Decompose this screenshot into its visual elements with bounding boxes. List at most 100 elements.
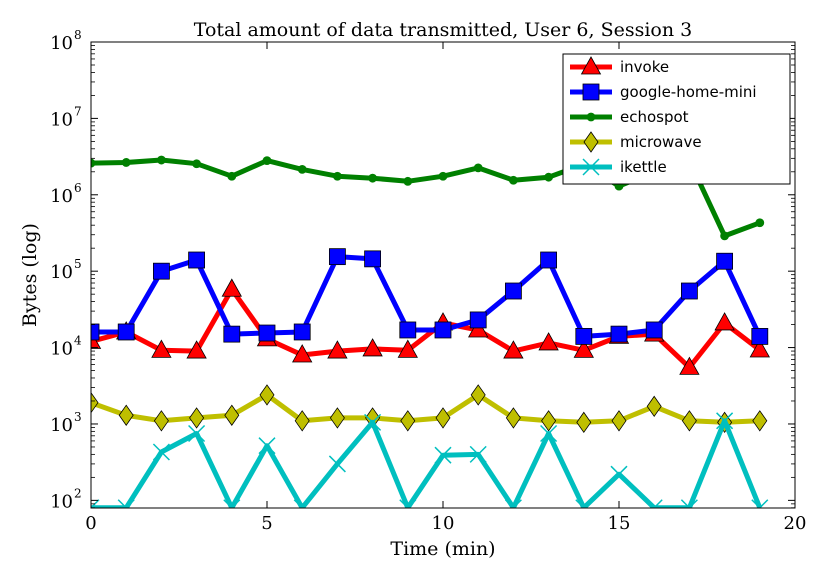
data-point-microwave [118, 404, 134, 426]
data-point-microwave [294, 410, 310, 432]
data-point-google-home-mini [258, 324, 276, 342]
data-point-invoke [186, 340, 207, 359]
x-axis-label: Time (min) [390, 538, 495, 560]
data-point-invoke [292, 344, 313, 363]
data-point-ikettle [540, 424, 558, 443]
data-point-invoke [503, 340, 524, 359]
data-point-microwave [752, 410, 768, 432]
legend-marker-microwave [583, 131, 599, 153]
data-point-echospot [368, 173, 378, 183]
data-point-microwave [681, 410, 697, 432]
data-point-google-home-mini [328, 248, 346, 266]
data-point-google-home-mini [364, 250, 382, 268]
y-tick-label: 10 3 [50, 410, 82, 436]
y-tick-exponent: 8 [74, 28, 82, 42]
data-point-invoke [573, 339, 594, 358]
data-point-google-home-mini [645, 321, 663, 339]
legend-marker-google-home-mini [582, 83, 600, 101]
data-point-ikettle [610, 465, 628, 483]
data-point-google-home-mini [575, 328, 593, 345]
y-tick-label: 10 8 [50, 28, 82, 54]
data-point-echospot [473, 163, 483, 173]
data-point-ikettle [91, 499, 100, 508]
y-tick-exponent: 5 [74, 257, 82, 271]
y-tick-exponent: 6 [74, 181, 82, 195]
x-tick-label: 10 [432, 513, 455, 534]
y-tick-label: 10 2 [50, 486, 82, 512]
data-point-invoke [714, 312, 735, 331]
data-point-microwave [541, 410, 557, 432]
data-point-ikettle [469, 445, 487, 463]
legend-item-ikettle: ikettle [570, 158, 667, 176]
data-point-echospot [544, 172, 553, 182]
data-point-echospot [192, 159, 202, 169]
data-point-echospot [121, 158, 131, 167]
data-point-ikettle [328, 455, 346, 473]
y-tick-label: 10 4 [50, 334, 82, 360]
data-point-google-home-mini [293, 323, 311, 341]
data-point-google-home-mini [540, 251, 557, 269]
data-point-google-home-mini [504, 282, 522, 300]
data-point-google-home-mini [681, 282, 698, 300]
data-point-ikettle [188, 424, 206, 443]
data-point-google-home-mini [610, 325, 628, 343]
data-point-echospot [262, 156, 272, 166]
legend-item-echospot: echospot [570, 108, 689, 126]
series-microwave [91, 384, 768, 434]
data-point-invoke [749, 339, 770, 358]
data-point-microwave [646, 395, 662, 418]
data-point-google-home-mini [188, 251, 206, 269]
data-point-invoke [327, 340, 348, 359]
y-tick-label: 10 5 [50, 257, 82, 283]
data-point-microwave [576, 411, 592, 434]
y-tick-base: 10 [50, 339, 73, 360]
data-point-google-home-mini [716, 252, 733, 270]
data-point-echospot [297, 164, 307, 174]
legend-item-invoke: invoke [570, 56, 669, 76]
data-point-microwave [435, 407, 451, 429]
x-tick-label: 20 [784, 513, 807, 534]
y-tick-base: 10 [50, 186, 73, 207]
legend-item-google-home-mini: google-home-mini [570, 83, 757, 101]
y-tick-base: 10 [50, 491, 73, 512]
y-tick-exponent: 4 [74, 334, 82, 348]
data-point-microwave [91, 391, 99, 414]
data-point-microwave [259, 384, 275, 406]
data-point-microwave [153, 410, 169, 432]
data-point-ikettle [258, 437, 276, 455]
legend-label-echospot: echospot [620, 108, 689, 126]
y-tick-exponent: 3 [74, 410, 82, 424]
data-point-google-home-mini [117, 323, 135, 341]
data-point-google-home-mini [469, 311, 487, 329]
y-tick-base: 10 [50, 415, 73, 436]
legend-marker-ikettle [582, 158, 600, 176]
legend-label-google-home-mini: google-home-mini [620, 83, 757, 101]
y-tick-exponent: 2 [74, 486, 82, 500]
y-tick-label: 10 6 [50, 181, 82, 207]
legend-marker-invoke [580, 56, 602, 75]
data-point-microwave [224, 404, 240, 426]
legend: invoke google-home-mini echospot microwave i… [562, 53, 791, 185]
legend-item-microwave: microwave [570, 131, 702, 153]
data-point-microwave [189, 407, 205, 429]
data-point-invoke [468, 319, 489, 338]
data-point-google-home-mini [152, 262, 170, 280]
data-point-microwave [329, 407, 345, 429]
data-point-invoke [362, 338, 383, 357]
data-point-echospot [227, 171, 237, 181]
data-point-invoke [679, 356, 700, 375]
data-point-ikettle [716, 412, 734, 430]
data-point-ikettle [434, 446, 452, 464]
legend-marker-echospot [586, 112, 596, 122]
series-google-home-mini [91, 248, 769, 345]
x-tick-label: 0 [85, 513, 96, 534]
data-point-google-home-mini [399, 321, 417, 339]
data-point-invoke [538, 332, 559, 351]
data-point-echospot [509, 175, 518, 185]
chart-title: Total amount of data transmitted, User 6… [194, 19, 692, 41]
y-tick-base: 10 [50, 33, 73, 54]
data-point-google-home-mini [434, 321, 452, 339]
data-point-google-home-mini [751, 328, 769, 345]
